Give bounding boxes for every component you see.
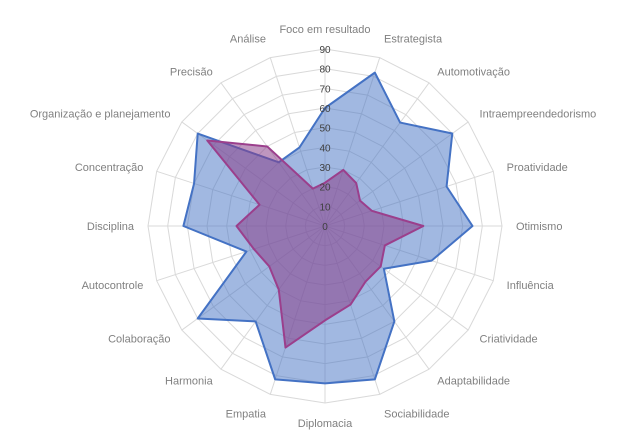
series-area-2 xyxy=(206,139,425,349)
category-label: Criatividade xyxy=(480,333,538,345)
radial-tick-label: 0 xyxy=(322,222,328,233)
category-label: Adaptabilidade xyxy=(437,376,510,388)
radial-tick-label: 80 xyxy=(319,65,331,76)
radial-tick-label: 30 xyxy=(319,163,331,174)
category-label: Empatia xyxy=(226,409,267,421)
category-label: Autocontrole xyxy=(82,280,144,292)
category-label: Análise xyxy=(230,33,266,45)
radial-tick-label: 10 xyxy=(319,202,331,213)
radial-tick-labels: 0 10 20 30 40 50 60 70 80 90 xyxy=(319,45,331,233)
category-label: Diplomacia xyxy=(298,418,353,430)
category-label: Disciplina xyxy=(87,221,135,233)
category-label: Otimismo xyxy=(516,221,562,233)
category-label: Proatividade xyxy=(507,162,568,174)
category-label: Foco em resultado xyxy=(279,24,370,36)
radial-tick-label: 50 xyxy=(319,124,331,135)
category-label: Harmonia xyxy=(165,376,214,388)
radial-tick-label: 90 xyxy=(319,45,331,56)
category-label: Colaboração xyxy=(108,333,170,345)
radial-tick-label: 70 xyxy=(319,84,331,95)
radial-tick-label: 20 xyxy=(319,183,331,194)
radar-series xyxy=(182,71,474,385)
category-label: Automotivação xyxy=(437,66,510,78)
category-label: Precisão xyxy=(170,66,213,78)
radial-tick-label: 60 xyxy=(319,104,331,115)
category-labels: Foco em resultado Estrategista Automotivaç… xyxy=(30,24,596,430)
category-label: Organização e planejamento xyxy=(30,109,171,121)
category-label: Intraempreendedorismo xyxy=(480,109,597,121)
radial-tick-label: 40 xyxy=(319,143,331,154)
category-label: Estrategista xyxy=(384,33,443,45)
category-label: Concentração xyxy=(75,162,144,174)
category-label: Influência xyxy=(507,280,555,292)
category-label: Sociabilidade xyxy=(384,409,449,421)
